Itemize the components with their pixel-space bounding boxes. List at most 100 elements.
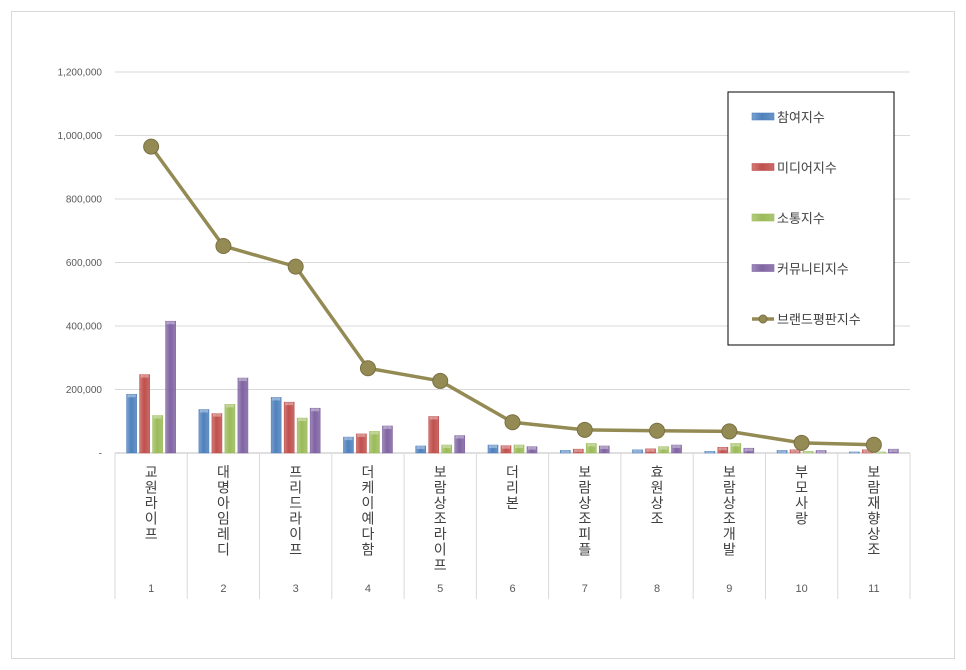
bar-highlight xyxy=(791,449,800,453)
bar-highlight xyxy=(889,449,898,453)
legend-swatch xyxy=(751,213,775,222)
bar xyxy=(211,413,223,454)
bar-highlight xyxy=(311,408,320,412)
bar-highlight xyxy=(502,445,510,449)
bar-highlight xyxy=(370,431,379,435)
bar-highlight xyxy=(672,445,681,449)
bar xyxy=(658,446,669,454)
x-tick-label: 9 xyxy=(726,583,732,595)
chart-frame: - 200,000 400,000 600,000 800,000 1,000,000 1,… xyxy=(11,11,955,659)
bar-highlight xyxy=(344,437,353,441)
bar-highlight xyxy=(238,378,247,382)
bar xyxy=(585,443,597,454)
bar-highlight xyxy=(528,446,536,450)
legend-label: 미디어지수 xyxy=(777,162,837,177)
bar-highlight xyxy=(850,452,859,453)
bar xyxy=(730,443,742,454)
bar-highlight xyxy=(600,446,609,450)
bar xyxy=(598,445,610,454)
legend-swatch xyxy=(751,163,775,171)
bar-highlight xyxy=(659,446,668,450)
bar xyxy=(139,374,150,454)
y-tick-label: 400,000 xyxy=(66,322,103,333)
bar xyxy=(559,450,571,454)
x-tick-label: 7 xyxy=(582,583,588,595)
line-point xyxy=(359,360,376,377)
bar-highlight xyxy=(587,443,596,447)
bar xyxy=(487,444,499,454)
legend-label: 소통지수 xyxy=(777,212,825,227)
line-point xyxy=(576,421,593,438)
line-point xyxy=(504,414,521,431)
bar xyxy=(888,448,899,454)
bar xyxy=(441,444,453,454)
bar-highlight xyxy=(489,445,497,449)
bar xyxy=(296,417,308,454)
y-tick-label: 600,000 xyxy=(66,258,103,269)
bar xyxy=(237,377,249,454)
bar-highlight xyxy=(153,415,162,419)
legend-label: 커뮤니티지수 xyxy=(777,263,849,278)
y-tick-label: - xyxy=(99,449,102,460)
bar xyxy=(526,446,538,454)
legend-label: 참여지수 xyxy=(777,111,825,126)
bar xyxy=(224,404,236,454)
bar xyxy=(369,431,380,454)
bar-highlight xyxy=(633,449,642,453)
bar-highlight xyxy=(127,394,136,398)
bar xyxy=(717,446,729,454)
bar xyxy=(513,444,525,454)
bar-highlight xyxy=(804,451,813,453)
line-point xyxy=(432,372,449,389)
x-tick-label: 8 xyxy=(654,583,660,595)
line-point xyxy=(865,436,882,453)
bar-highlight xyxy=(298,418,307,422)
bar-highlight xyxy=(357,433,366,437)
line-point xyxy=(215,237,232,254)
bar xyxy=(198,409,210,454)
bar-highlight xyxy=(455,435,464,439)
bar-highlight xyxy=(225,404,234,408)
bar-highlight xyxy=(383,426,392,430)
bar xyxy=(283,401,295,454)
bar xyxy=(343,436,354,454)
chart: - 200,000 400,000 600,000 800,000 1,000,000 1,… xyxy=(58,68,911,599)
bar xyxy=(126,393,137,454)
bar-highlight xyxy=(561,450,570,453)
x-tick-label: 6 xyxy=(509,583,515,595)
bar-highlight xyxy=(515,445,523,449)
bar-highlight xyxy=(272,397,281,401)
legend-label: 브랜드평판지수 xyxy=(777,313,861,328)
bar-highlight xyxy=(429,416,438,420)
bar xyxy=(152,415,163,454)
bar-highlight xyxy=(731,443,740,447)
bar xyxy=(415,445,427,454)
bar-highlight xyxy=(778,450,787,453)
bar-highlight xyxy=(285,402,294,406)
x-tick-label: 11 xyxy=(868,583,879,595)
bar-highlight xyxy=(416,446,425,450)
bar-highlight xyxy=(646,448,655,452)
y-tick-label: 1,000,000 xyxy=(58,131,103,142)
x-tick-label: 2 xyxy=(220,583,226,595)
y-tick-label: 200,000 xyxy=(66,385,103,396)
bar xyxy=(454,435,466,454)
bar-highlight xyxy=(863,449,872,453)
x-tick-label: 5 xyxy=(437,583,443,595)
legend-marker xyxy=(758,314,768,324)
bar-highlight xyxy=(166,321,175,325)
bar-highlight xyxy=(744,448,753,452)
bar xyxy=(632,449,643,454)
x-tick-label: 1 xyxy=(148,583,154,595)
bar xyxy=(815,450,827,454)
bar xyxy=(849,451,860,454)
